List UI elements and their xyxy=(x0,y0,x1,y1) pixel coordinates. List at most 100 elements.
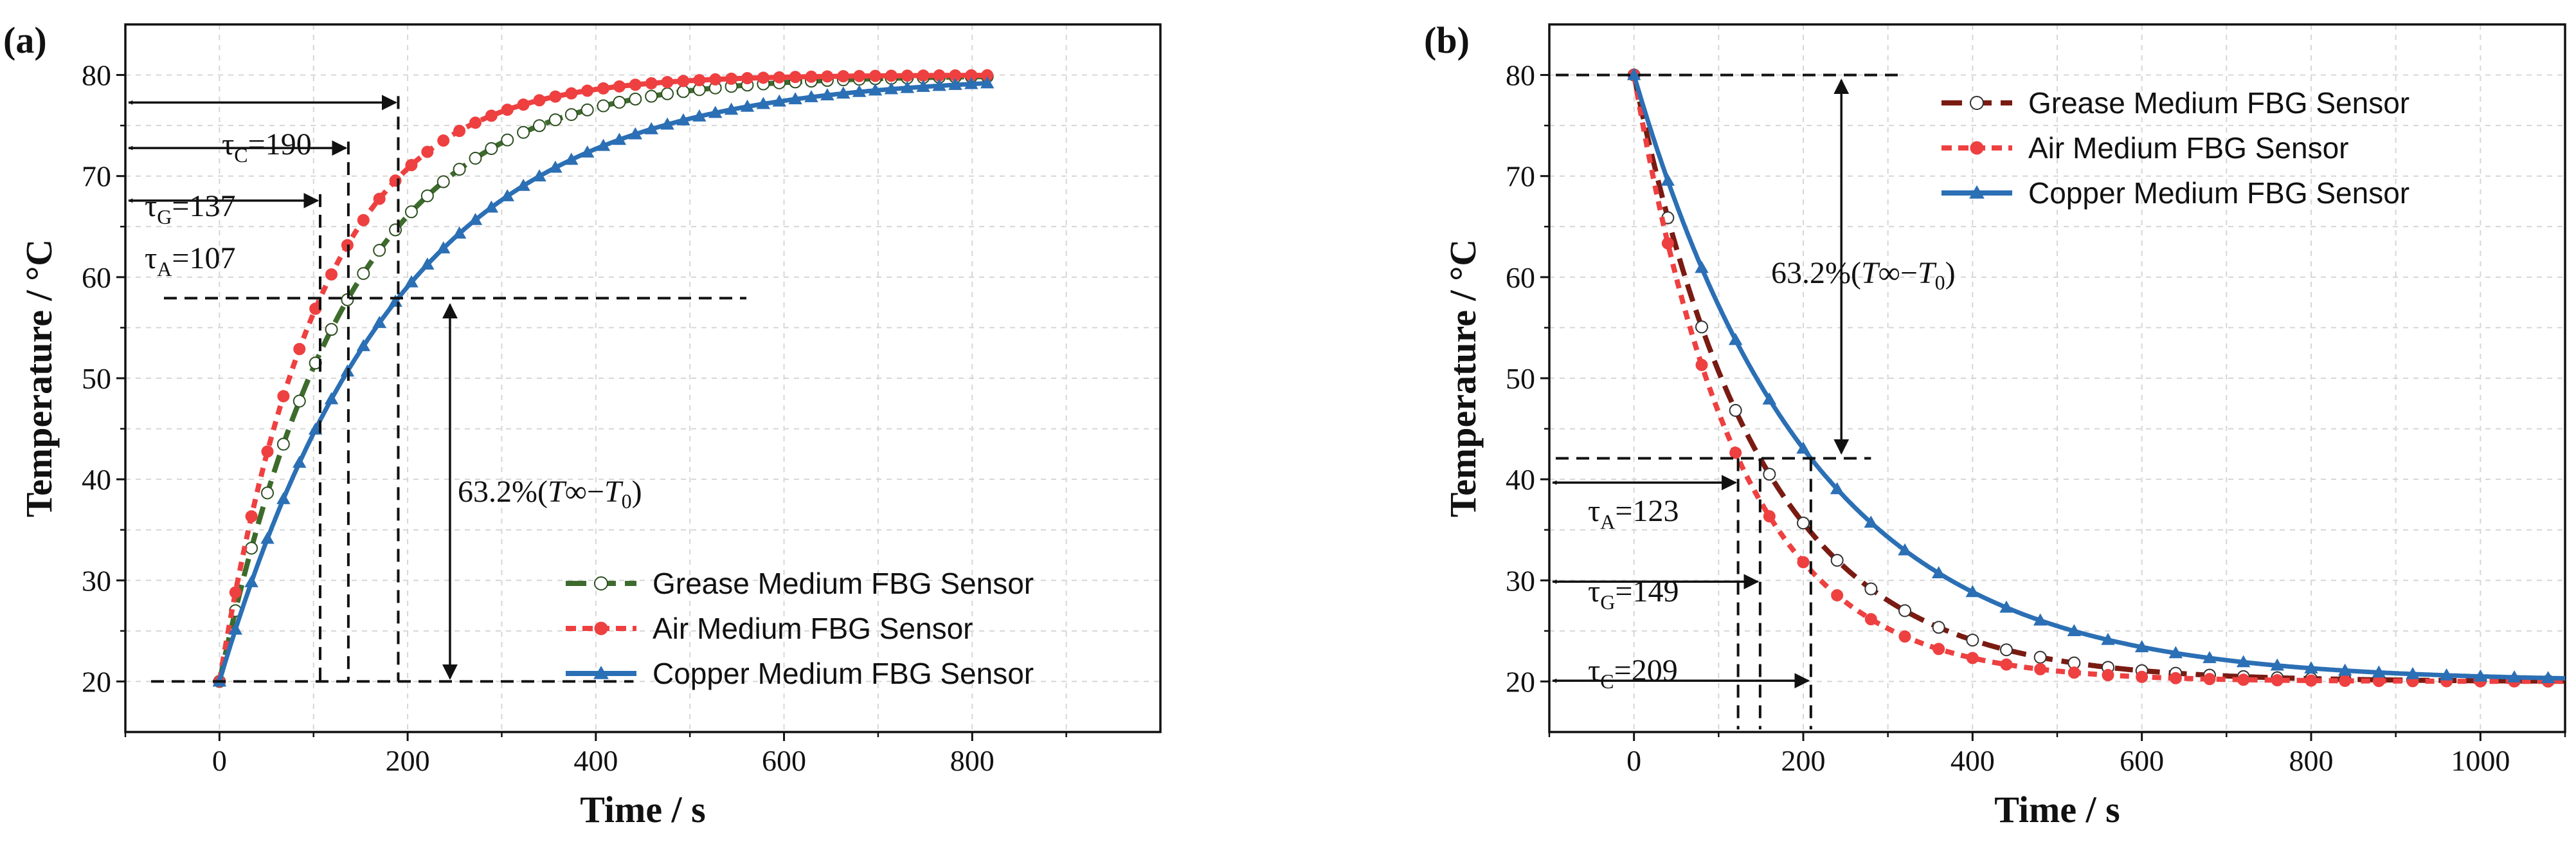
data-point-marker xyxy=(645,77,658,89)
data-point-marker xyxy=(469,116,482,129)
data-point-marker xyxy=(453,163,466,176)
legend-label: Air Medium FBG Sensor xyxy=(653,612,973,645)
data-point-marker xyxy=(228,622,243,635)
data-point-marker xyxy=(660,117,674,130)
data-point-marker xyxy=(2136,670,2148,683)
data-point-marker xyxy=(517,98,530,111)
data-point-marker xyxy=(756,96,771,109)
data-point-marker xyxy=(661,76,674,89)
data-point-marker xyxy=(485,109,498,122)
y-tick-label: 60 xyxy=(1506,261,1535,294)
data-point-marker xyxy=(709,73,722,86)
data-point-marker xyxy=(868,83,883,96)
y-tick-label: 70 xyxy=(82,160,111,193)
data-point-marker xyxy=(501,104,514,116)
data-point-marker xyxy=(2271,673,2283,686)
data-point-marker xyxy=(276,437,290,451)
data-point-marker xyxy=(916,80,930,92)
data-point-marker xyxy=(2304,661,2318,673)
data-point-marker xyxy=(261,486,275,500)
data-point-marker xyxy=(485,142,498,155)
data-point-marker xyxy=(1864,613,1877,626)
panel-b-legend: Grease Medium FBG Sensor Air Medium FBG S… xyxy=(1941,86,2409,210)
panel-a-annotations: τC=190 τG=137 τA=107 63.2%(T∞−T0) xyxy=(128,95,746,683)
data-point-marker xyxy=(804,90,818,102)
data-point-marker xyxy=(468,212,483,225)
y-tick-label: 60 xyxy=(82,261,111,294)
data-point-marker xyxy=(613,80,626,93)
data-point-marker xyxy=(612,133,627,145)
data-point-marker xyxy=(820,88,834,100)
data-point-marker xyxy=(1729,404,1742,417)
y-tick-label: 40 xyxy=(82,463,111,496)
data-point-marker xyxy=(596,138,611,151)
data-point-marker xyxy=(277,390,290,403)
data-point-marker xyxy=(788,92,802,105)
data-point-marker xyxy=(708,105,723,118)
y-tick-label: 30 xyxy=(1506,564,1535,597)
x-tick-label: 0 xyxy=(1626,744,1641,777)
y-tick-label: 80 xyxy=(82,59,111,92)
data-point-marker xyxy=(437,175,450,188)
data-point-marker xyxy=(1661,173,1675,186)
data-point-marker xyxy=(1970,141,1984,155)
data-point-marker xyxy=(593,665,609,679)
data-point-marker xyxy=(2067,624,2082,637)
panel-a-grid: 0 200 400 600 800 20 30 40 50 60 70 80 Time / s Tempe… xyxy=(18,23,1162,830)
data-point-marker xyxy=(325,268,338,281)
data-point-marker xyxy=(533,119,546,133)
data-point-marker xyxy=(372,316,386,328)
panel-b: (b) 0 200 400 600 800 1000 20 30 40 50 60 70 80 Time … xyxy=(1424,19,2566,830)
data-point-marker xyxy=(2102,668,2114,681)
x-axis-title: Time / s xyxy=(1994,789,2120,830)
data-point-marker xyxy=(2134,640,2149,652)
y-tick-label: 50 xyxy=(82,362,111,395)
data-point-marker xyxy=(565,87,578,100)
data-point-marker xyxy=(2507,670,2521,682)
data-point-marker xyxy=(533,94,546,107)
data-point-marker xyxy=(901,69,914,82)
data-point-marker xyxy=(741,72,753,85)
data-point-marker xyxy=(229,586,242,599)
data-point-marker xyxy=(853,69,866,82)
data-point-marker xyxy=(1931,566,1946,578)
data-point-marker xyxy=(357,267,370,280)
data-point-marker xyxy=(2339,674,2352,687)
x-tick-label: 600 xyxy=(2120,744,2164,777)
data-point-marker xyxy=(2169,672,2182,684)
data-point-marker xyxy=(324,392,339,405)
data-point-marker xyxy=(2406,666,2420,679)
data-point-marker xyxy=(516,178,530,191)
data-point-marker xyxy=(869,69,882,82)
y-tick-label: 70 xyxy=(1506,160,1535,193)
x-tick-label: 200 xyxy=(1781,744,1826,777)
data-point-marker xyxy=(805,70,818,83)
data-point-marker xyxy=(373,192,386,205)
legend-label: Grease Medium FBG Sensor xyxy=(2028,86,2409,120)
x-tick-label: 800 xyxy=(2289,744,2334,777)
data-point-marker xyxy=(1898,630,1911,643)
data-point-marker xyxy=(2000,643,2013,657)
data-point-marker xyxy=(836,86,851,99)
x-tick-label: 200 xyxy=(386,744,430,777)
data-point-marker xyxy=(1864,515,1878,528)
data-point-marker xyxy=(2337,663,2352,676)
panel-b-grid: 0 200 400 600 800 1000 20 30 40 50 60 70 80 Time / s T… xyxy=(1442,23,2566,830)
data-point-marker xyxy=(852,84,867,97)
data-point-marker xyxy=(677,75,690,87)
data-point-marker xyxy=(325,323,338,336)
legend-label: Copper Medium FBG Sensor xyxy=(2028,176,2409,210)
panel-a-label: (a) xyxy=(3,19,47,61)
data-point-marker xyxy=(356,339,371,351)
panel-b-series xyxy=(1626,68,2565,688)
data-point-marker xyxy=(421,145,434,158)
data-point-marker xyxy=(293,455,307,468)
data-point-marker xyxy=(1969,185,1985,199)
data-point-marker xyxy=(357,214,370,226)
y-axis-title: Temperature / °C xyxy=(1442,239,1484,517)
data-point-marker xyxy=(594,621,608,636)
percent-annotation: 63.2%(T∞−T0) xyxy=(1771,256,1956,294)
data-point-marker xyxy=(1970,96,1984,110)
data-point-marker xyxy=(1966,652,1979,664)
data-point-marker xyxy=(2101,632,2115,645)
